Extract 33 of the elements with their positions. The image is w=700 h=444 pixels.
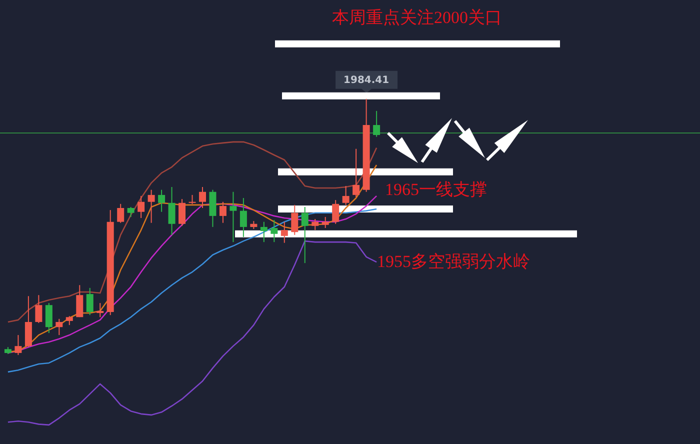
candlestick: [198, 186, 206, 209]
candlestick: [291, 204, 298, 236]
candlestick: [127, 206, 134, 218]
candlestick: [322, 216, 329, 228]
candlestick: [240, 198, 247, 238]
candlestick: [148, 189, 155, 224]
candlestick: [178, 198, 186, 226]
candlestick: [56, 318, 63, 336]
candlestick: [14, 334, 22, 356]
candlestick: [168, 186, 176, 236]
candlestick: [270, 220, 278, 243]
candlestick: [312, 218, 319, 231]
candlestick: [96, 302, 104, 318]
ref-line-label: 本周重点关注2000关口: [332, 8, 502, 27]
candlestick: [76, 284, 84, 318]
legend-label: 1965一线支撑: [385, 180, 487, 200]
candlestick: [342, 185, 350, 206]
candlestick: [138, 195, 145, 218]
annotation: 1984.41: [344, 74, 390, 86]
candlestick: [301, 206, 308, 264]
ref-line-label: 1955多空强弱分水岭: [377, 252, 530, 271]
candlestick: [332, 200, 340, 224]
candlestick: [158, 189, 166, 212]
candlestick: [260, 221, 268, 243]
candlestick: [45, 302, 52, 334]
candlestick: [230, 191, 237, 243]
candlestick: [86, 287, 94, 316]
candlestick: [280, 221, 288, 244]
candlestick: [352, 148, 360, 198]
candlestick: [219, 201, 226, 224]
candlestick: [35, 294, 42, 324]
candlestick: [373, 110, 380, 138]
candlestick: [117, 203, 124, 224]
